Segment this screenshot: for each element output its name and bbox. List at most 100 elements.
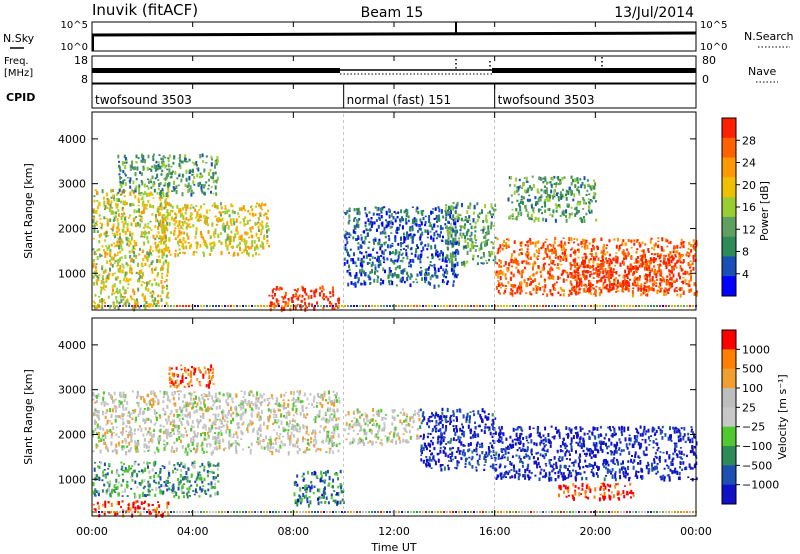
heatmap-cell [334, 303, 337, 306]
heatmap-cell [570, 283, 573, 286]
heatmap-cell [357, 236, 360, 240]
heatmap-cell [149, 249, 151, 253]
heatmap-cell [659, 264, 662, 267]
heatmap-cell [221, 217, 224, 222]
heatmap-cell [97, 279, 100, 282]
heatmap-cell [185, 245, 188, 250]
heatmap-cell [655, 282, 658, 285]
heatmap-cell [600, 260, 602, 262]
heatmap-cell [162, 224, 165, 229]
heatmap-cell [348, 268, 351, 271]
heatmap-cell [635, 284, 638, 287]
heatmap-cell [157, 448, 160, 453]
heatmap-cell [298, 400, 300, 403]
heatmap-cell [102, 410, 104, 414]
heatmap-cell [389, 225, 392, 229]
heatmap-cell [520, 252, 523, 254]
heatmap-cell [675, 286, 678, 289]
heatmap-cell [153, 188, 156, 193]
heatmap-cell [553, 240, 556, 244]
heatmap-cell [116, 193, 118, 196]
heatmap-cell [548, 276, 551, 279]
heatmap-cell [165, 248, 168, 252]
heatmap-cell [635, 278, 638, 281]
heatmap-cell [456, 248, 459, 251]
heatmap-cell [132, 259, 135, 264]
heatmap-cell [440, 212, 443, 214]
heatmap-cell [105, 285, 108, 288]
heatmap-cell [121, 433, 124, 436]
heatmap-cell [333, 442, 335, 446]
heatmap-cell [359, 250, 362, 254]
heatmap-cell [570, 275, 573, 279]
heatmap-cell [186, 232, 189, 237]
heatmap-cell [165, 175, 168, 178]
heatmap-cell [572, 258, 575, 263]
heatmap-cell [501, 243, 504, 246]
heatmap-cell [605, 276, 608, 279]
heatmap-cell [411, 227, 414, 232]
heatmap-cell [348, 219, 351, 222]
heatmap-cell [129, 278, 132, 281]
heatmap-cell [157, 188, 160, 190]
heatmap-cell [174, 249, 177, 252]
heatmap-cell [381, 225, 384, 227]
heatmap-cell [105, 423, 108, 426]
heatmap-cell [507, 267, 510, 271]
heatmap-cell [424, 279, 427, 284]
heatmap-cell [251, 226, 254, 230]
heatmap-cell [498, 259, 501, 262]
heatmap-cell [647, 305, 649, 307]
heatmap-cell [539, 198, 542, 202]
heatmap-cell [513, 184, 516, 188]
heatmap-cell [558, 254, 561, 257]
heatmap-cell [544, 284, 547, 289]
heatmap-cell [494, 255, 497, 260]
heatmap-cell [126, 287, 129, 289]
heatmap-cell [103, 216, 106, 220]
heatmap-cell [126, 176, 129, 179]
heatmap-cell [257, 407, 260, 410]
heatmap-cell [129, 430, 131, 435]
heatmap-cell [135, 154, 138, 159]
heatmap-cell [171, 419, 174, 422]
heatmap-cell [513, 240, 516, 244]
heatmap-cell [337, 433, 340, 438]
heatmap-cell [106, 252, 109, 256]
heatmap-cell [352, 260, 355, 265]
heatmap-cell [108, 244, 111, 249]
heatmap-cell [438, 214, 440, 219]
heatmap-cell [589, 266, 592, 269]
heatmap-cell [380, 255, 383, 257]
heatmap-cell [154, 410, 156, 415]
heatmap-cell [181, 212, 184, 217]
heatmap-cell [199, 401, 202, 405]
heatmap-cell [247, 446, 250, 449]
heatmap-cell [329, 301, 331, 305]
heatmap-cell [126, 227, 129, 232]
heatmap-cell [529, 275, 532, 280]
heatmap-cell [464, 223, 467, 227]
heatmap-cell [563, 246, 565, 251]
heatmap-cell [114, 276, 117, 280]
heatmap-cell [569, 280, 572, 284]
heatmap-cell [102, 281, 105, 284]
heatmap-cell [461, 203, 463, 208]
heatmap-cell [176, 177, 179, 180]
heatmap-cell [320, 290, 323, 293]
heatmap-cell [137, 413, 140, 418]
heatmap-cell [101, 275, 104, 280]
heatmap-cell [521, 270, 524, 275]
heatmap-cell [623, 288, 625, 291]
heatmap-cell [125, 236, 128, 241]
heatmap-cell [330, 435, 333, 439]
heatmap-cell [313, 290, 316, 294]
heatmap-cell [635, 241, 638, 243]
heatmap-cell [559, 193, 562, 196]
heatmap-cell [536, 256, 539, 259]
heatmap-cell [461, 305, 463, 307]
heatmap-cell [331, 417, 334, 422]
heatmap-cell [583, 284, 585, 287]
heatmap-cell [563, 269, 566, 272]
heatmap-cell [353, 305, 355, 307]
